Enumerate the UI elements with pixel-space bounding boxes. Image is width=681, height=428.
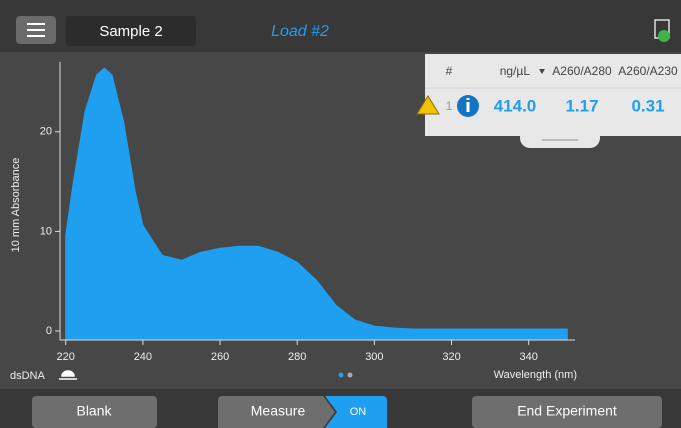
sample-name: Sample 2	[99, 23, 162, 40]
x-tick-label: 220	[57, 351, 75, 363]
x-tick-label: 340	[520, 351, 538, 363]
menu-button[interactable]	[16, 16, 56, 44]
y-tick-label: 10	[40, 225, 52, 237]
end-experiment-label: End Experiment	[517, 403, 617, 419]
sort-indicator	[539, 69, 545, 74]
sample-box[interactable]	[66, 16, 196, 46]
row-number: 1	[446, 99, 453, 113]
results-panel	[425, 54, 681, 136]
y-axis-label: 10 mm Absorbance	[10, 158, 22, 253]
column-header: A260/A230	[618, 64, 678, 78]
panel-handle[interactable]	[520, 134, 600, 148]
dye-label: dsDNA	[10, 370, 46, 382]
status-icon-check	[658, 30, 670, 42]
column-header: A260/A280	[552, 64, 612, 78]
spectrum-area	[65, 67, 568, 341]
on-toggle[interactable]	[325, 396, 387, 428]
page-dot	[347, 372, 353, 378]
end-experiment-button[interactable]	[472, 396, 662, 428]
column-header: ng/µL	[500, 64, 531, 78]
column-header: #	[446, 64, 453, 78]
warning-icon[interactable]	[416, 95, 440, 115]
x-tick-label: 300	[365, 351, 383, 363]
blank-button[interactable]	[32, 396, 157, 428]
menu-icon	[27, 23, 45, 37]
x-tick-label: 320	[442, 351, 460, 363]
info-icon[interactable]	[457, 95, 479, 117]
y-tick-label: 0	[46, 325, 52, 337]
on-toggle-label: ON	[350, 406, 367, 418]
load-label: Load #2	[271, 23, 329, 40]
status-icon[interactable]	[654, 19, 670, 42]
x-tick-label: 280	[288, 351, 306, 363]
ratio-260-230: 0.31	[631, 96, 664, 115]
y-tick-label: 20	[40, 126, 52, 138]
x-tick-label: 260	[211, 351, 229, 363]
dye-icon	[59, 370, 77, 380]
measure-button[interactable]	[218, 396, 335, 428]
ratio-260-280: 1.17	[565, 96, 598, 115]
concentration: 414.0	[494, 96, 537, 115]
x-tick-label: 240	[134, 351, 152, 363]
x-axis-label: Wavelength (nm)	[494, 369, 577, 381]
measure-button-label: Measure	[251, 403, 306, 419]
blank-button-label: Blank	[76, 403, 112, 419]
page-dot	[338, 372, 344, 378]
